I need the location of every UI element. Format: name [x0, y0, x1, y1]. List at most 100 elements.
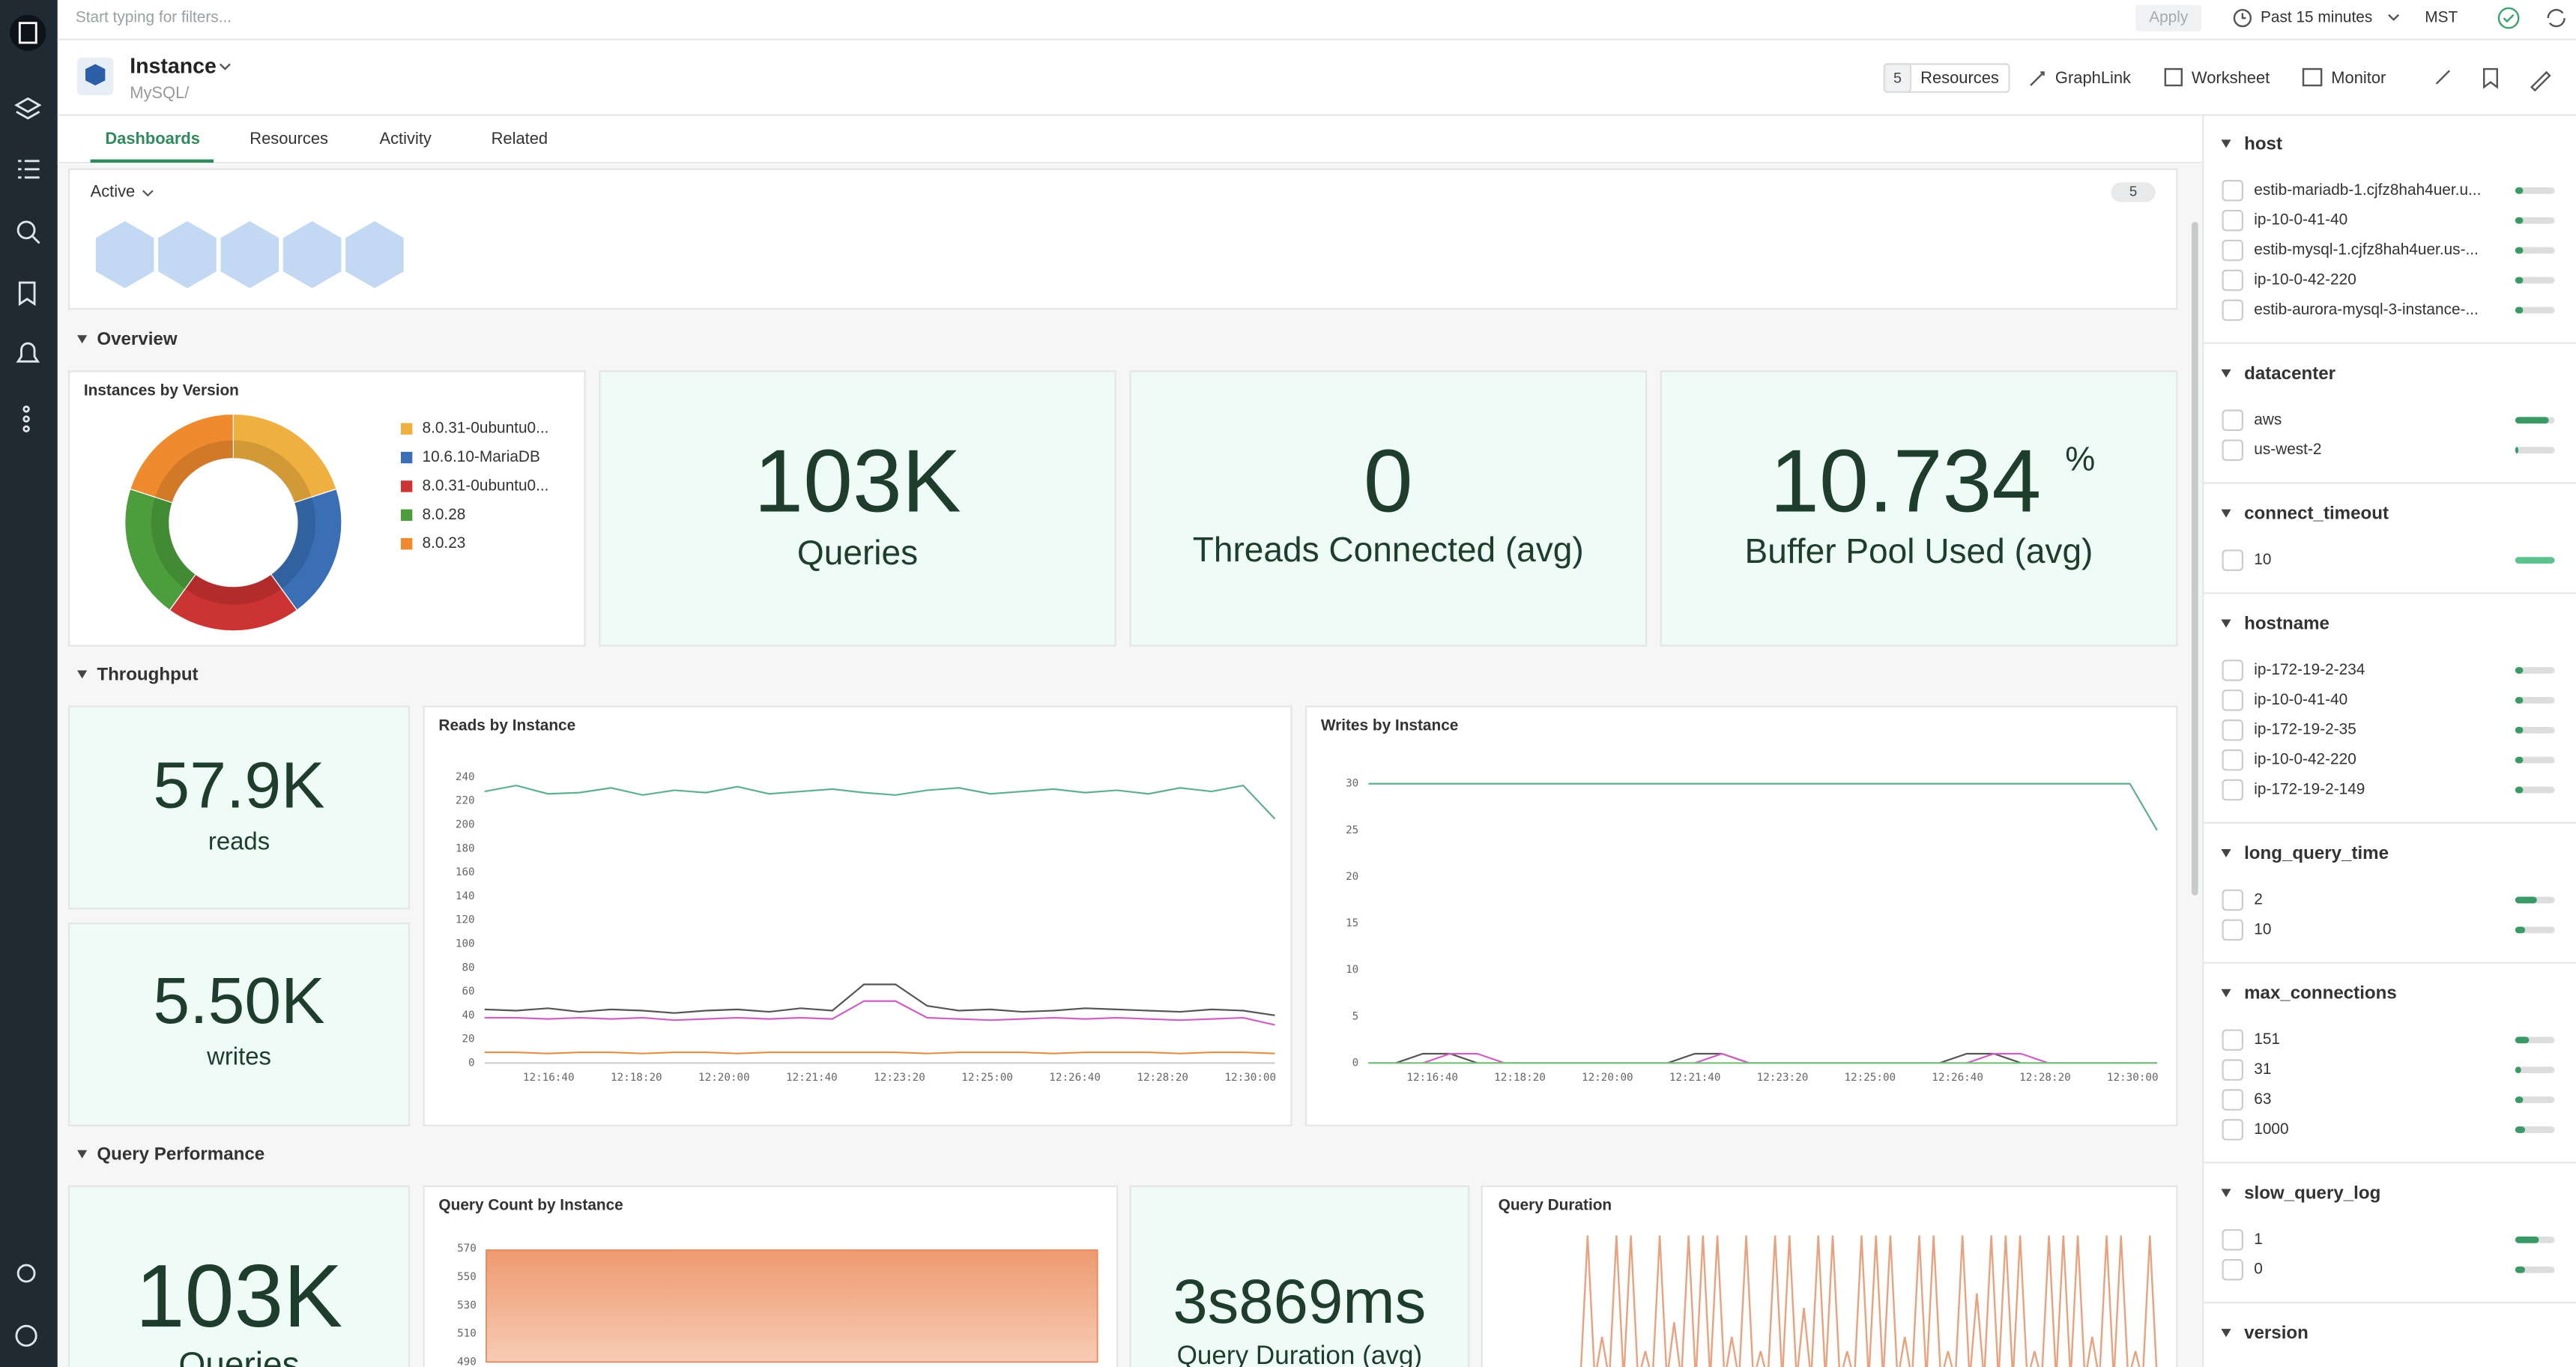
- bar: [2515, 247, 2524, 254]
- checkbox[interactable]: [2222, 779, 2243, 801]
- apply-button[interactable]: [2135, 4, 2202, 31]
- checkbox[interactable]: [2222, 719, 2243, 741]
- facet-value[interactable]: 2: [2254, 890, 2263, 908]
- facet-value[interactable]: ip-10-0-42-220: [2254, 271, 2356, 289]
- facet-value[interactable]: ip-10-0-41-40: [2254, 691, 2347, 708]
- count-badge: [2111, 182, 2156, 202]
- facet-value[interactable]: 151: [2254, 1030, 2280, 1048]
- legend-label: 10.6.10-MariaDB: [422, 448, 539, 465]
- bar-track: [2515, 926, 2555, 934]
- scrollbar[interactable]: [2191, 221, 2198, 896]
- facet-value[interactable]: us-west-2: [2254, 441, 2321, 458]
- facet-value[interactable]: estib-mysql-1.cjfz8hah4uer.us-...: [2254, 241, 2479, 259]
- checkbox[interactable]: [2222, 1119, 2243, 1141]
- facet-value[interactable]: estib-aurora-mysql-3-instance-...: [2254, 301, 2479, 318]
- bar: [2142, 1235, 2158, 1367]
- collapse-arrow[interactable]: [2221, 1189, 2231, 1198]
- checkbox[interactable]: [2222, 1258, 2243, 1281]
- checkbox[interactable]: [2222, 660, 2243, 681]
- facet-value[interactable]: aws: [2254, 411, 2282, 428]
- checkbox[interactable]: [2222, 180, 2243, 202]
- header-action[interactable]: GraphLink: [2055, 68, 2131, 87]
- instance-hexagon[interactable]: [219, 219, 281, 291]
- collapse-arrow[interactable]: [2221, 369, 2231, 378]
- checkbox[interactable]: [2222, 1229, 2243, 1251]
- facet-value[interactable]: 10: [2254, 551, 2271, 568]
- tab[interactable]: Related: [492, 129, 548, 148]
- checkbox[interactable]: [2222, 409, 2243, 432]
- time-range[interactable]: Past 15 minutes: [2261, 9, 2372, 26]
- checkbox[interactable]: [2222, 919, 2243, 941]
- donut-slice[interactable]: [124, 488, 197, 612]
- facet-value[interactable]: estib-mariadb-1.cjfz8hah4uer.u...: [2254, 181, 2481, 199]
- collapse-arrow[interactable]: [2221, 509, 2231, 518]
- collapse-arrow[interactable]: [2221, 848, 2231, 857]
- toolbar-icons[interactable]: [77, 7, 2566, 96]
- checkbox[interactable]: [2222, 239, 2243, 262]
- facet-value[interactable]: ip-172-19-2-234: [2254, 661, 2365, 678]
- donut-slice[interactable]: [129, 413, 235, 504]
- collapse-arrow[interactable]: [2221, 1329, 2231, 1338]
- stat-label: Queries: [797, 533, 918, 572]
- instance-hexagon[interactable]: [281, 219, 343, 291]
- checkbox[interactable]: [2222, 549, 2243, 571]
- checkbox[interactable]: [2222, 1029, 2243, 1051]
- facet-value[interactable]: 31: [2254, 1060, 2271, 1078]
- collapse-arrow[interactable]: [2221, 619, 2231, 628]
- bar-track: [2515, 447, 2555, 454]
- collapse-arrow[interactable]: [2221, 989, 2231, 998]
- collapse-arrow[interactable]: [77, 335, 88, 344]
- facet-value[interactable]: 1000: [2254, 1120, 2288, 1138]
- chart-title: Query Duration: [1499, 1197, 1612, 1214]
- tab[interactable]: Activity: [379, 129, 431, 148]
- checkbox[interactable]: [2222, 299, 2243, 322]
- checkbox[interactable]: [2222, 209, 2243, 232]
- collapse-arrow[interactable]: [77, 670, 88, 679]
- donut-slice[interactable]: [232, 413, 337, 504]
- collapse-arrow[interactable]: [77, 1150, 88, 1159]
- panel: [67, 168, 2178, 310]
- page-subtitle: MySQL/: [130, 83, 190, 102]
- nav-icons[interactable]: [10, 14, 46, 1347]
- checkbox[interactable]: [2222, 1059, 2243, 1081]
- legend-swatch: [400, 423, 413, 435]
- facet-value[interactable]: ip-172-19-2-149: [2254, 781, 2365, 798]
- facet-value[interactable]: 10: [2254, 920, 2271, 938]
- instance-hexagon[interactable]: [343, 219, 405, 291]
- header-action[interactable]: Worksheet: [2192, 68, 2270, 87]
- facet-value[interactable]: 1: [2254, 1231, 2263, 1248]
- facet-value[interactable]: 0: [2254, 1261, 2263, 1278]
- instance-hexagon[interactable]: [156, 219, 218, 291]
- active-filter[interactable]: Active: [91, 181, 136, 200]
- bar: [2515, 417, 2549, 424]
- checkbox[interactable]: [2222, 439, 2243, 461]
- bar: [2515, 307, 2524, 314]
- legend-swatch: [400, 451, 413, 464]
- panel: [1129, 1185, 1470, 1367]
- checkbox[interactable]: [2222, 689, 2243, 711]
- bar: [2515, 187, 2524, 194]
- bar-track: [2515, 187, 2555, 194]
- header-action[interactable]: Monitor: [2331, 68, 2386, 87]
- checkbox[interactable]: [2222, 1089, 2243, 1111]
- collapse-arrow[interactable]: [2221, 139, 2231, 148]
- stat-label: Threads Connected (avg): [1193, 530, 1584, 569]
- apply-label[interactable]: Apply: [2149, 9, 2189, 26]
- timezone[interactable]: MST: [2425, 9, 2458, 26]
- facet-value[interactable]: ip-10-0-42-220: [2254, 751, 2356, 768]
- checkbox[interactable]: [2222, 749, 2243, 771]
- checkbox[interactable]: [2222, 889, 2243, 911]
- x-tick-label: 12:25:00: [1844, 1072, 1896, 1084]
- donut-slice[interactable]: [270, 488, 342, 612]
- tab[interactable]: Dashboards: [105, 129, 200, 148]
- facet-value[interactable]: ip-172-19-2-35: [2254, 721, 2356, 738]
- header-action[interactable]: Resources: [1920, 68, 1999, 87]
- facet-value[interactable]: 63: [2254, 1090, 2271, 1108]
- filter-input[interactable]: Start typing for filters...: [76, 9, 232, 26]
- checkbox[interactable]: [2222, 269, 2243, 292]
- tab[interactable]: Resources: [250, 129, 328, 148]
- facet-value[interactable]: ip-10-0-41-40: [2254, 211, 2347, 229]
- bar: [1868, 1235, 1884, 1367]
- donut-slice[interactable]: [169, 573, 298, 632]
- instance-hexagon[interactable]: [94, 219, 156, 291]
